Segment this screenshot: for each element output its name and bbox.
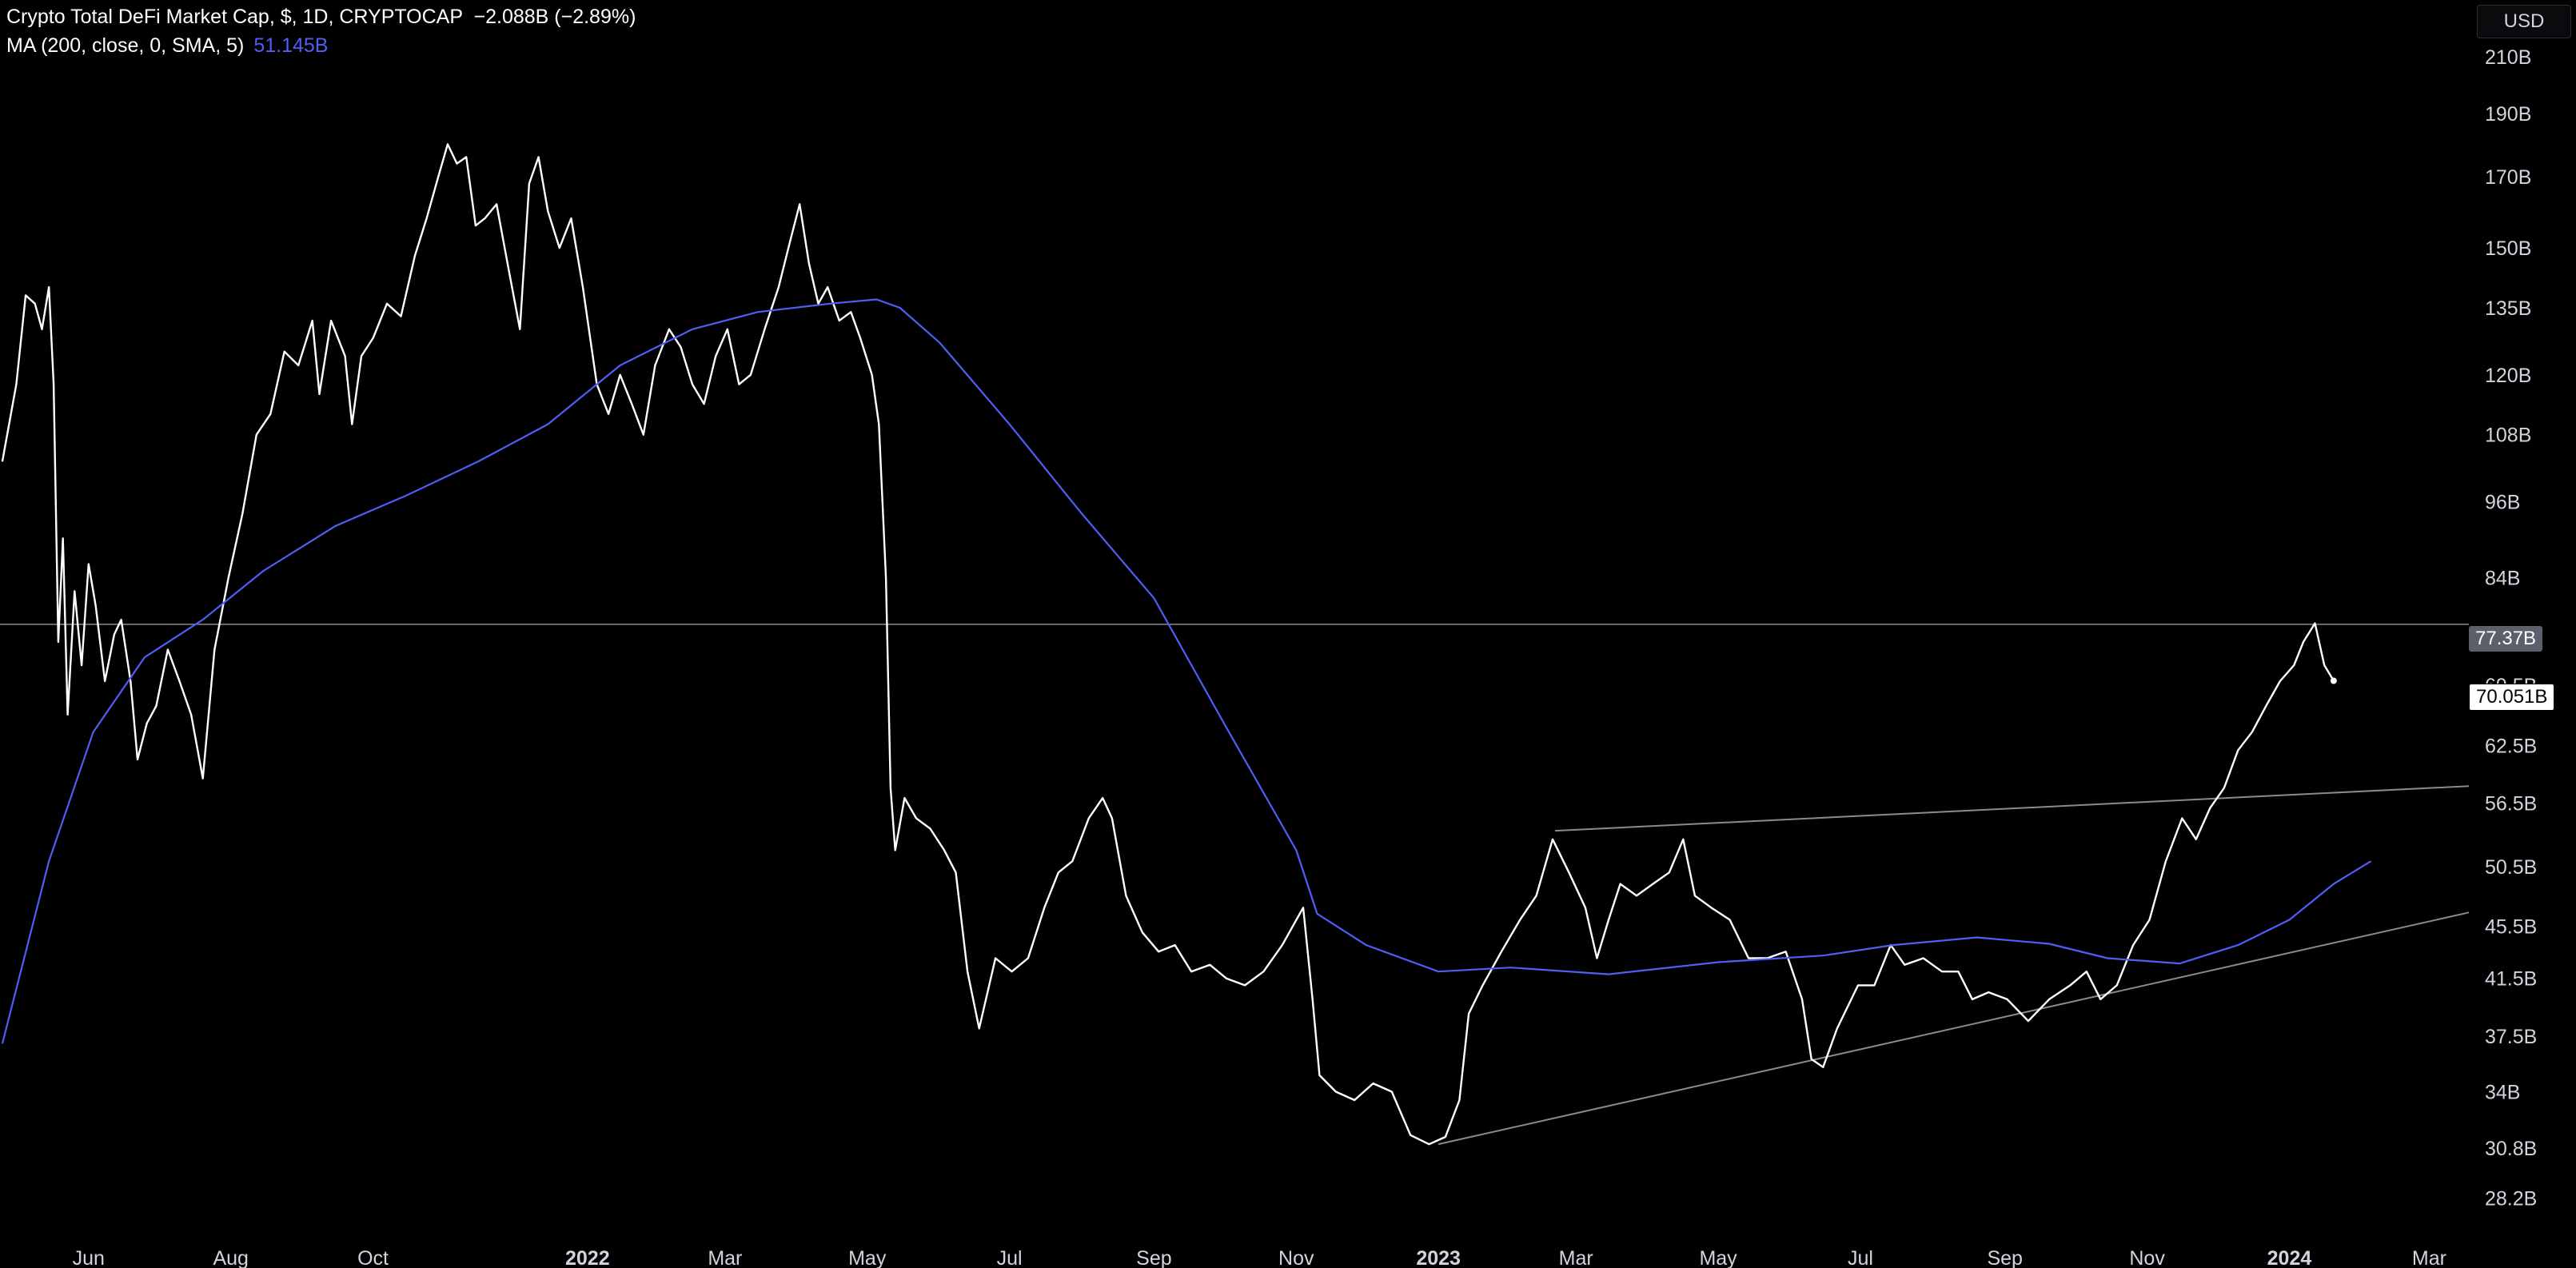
currency-button[interactable]: USD (2477, 5, 2571, 38)
y-tick-label: 62.5B (2485, 736, 2537, 758)
ma-value: 51.145B (253, 34, 329, 57)
y-tick-label: 96B (2485, 491, 2520, 513)
trendline-2[interactable] (1438, 911, 2470, 1146)
legend-ma-row[interactable]: MA (200, close, 0, SMA, 5) 51.145B (6, 34, 328, 58)
y-tick-label: 34B (2485, 1081, 2520, 1103)
x-tick-label: 2024 (2267, 1247, 2312, 1268)
trendline-1[interactable] (1554, 785, 2470, 832)
y-tick-label: 170B (2485, 166, 2531, 189)
trendline-layer (1438, 785, 2470, 1146)
x-tick-label: May (848, 1247, 887, 1268)
x-tick-label: 2022 (565, 1247, 610, 1268)
y-tick-label: 37.5B (2485, 1026, 2537, 1048)
series-layer (1, 143, 2372, 1146)
x-tick-label: Aug (213, 1247, 248, 1268)
x-tick-label: Oct (357, 1247, 389, 1268)
level-price-tag: 77.37B (2469, 626, 2543, 652)
x-tick-label: Nov (1278, 1247, 1314, 1268)
x-tick-label: Sep (1987, 1247, 2022, 1268)
last-price-dot (2330, 677, 2337, 684)
legend-change: −2.088B (−2.89%) (473, 6, 636, 28)
y-tick-label: 108B (2485, 425, 2531, 447)
x-tick-label: 2023 (1416, 1247, 1461, 1268)
y-tick-label: 84B (2485, 567, 2520, 589)
price-axis[interactable]: 210B 190B 170B 150B 135B 120B 108B 96B 84B 62.5B 5… (2485, 46, 2537, 1210)
last-price-tag: 70.051B (2469, 684, 2555, 711)
y-tick-label: 210B (2485, 46, 2531, 69)
legend-title-row: Crypto Total DeFi Market Cap, $, 1D, CRY… (6, 5, 636, 29)
y-tick-label: 30.8B (2485, 1138, 2537, 1160)
legend-title: Crypto Total DeFi Market Cap, $, 1D, CRY… (6, 6, 463, 28)
y-tick-label: 150B (2485, 237, 2531, 260)
y-tick-label: 135B (2485, 297, 2531, 320)
x-tick-label: Jul (997, 1247, 1023, 1268)
x-tick-label: Jun (73, 1247, 105, 1268)
x-tick-label: Mar (708, 1247, 742, 1268)
y-tick-label: 28.2B (2485, 1187, 2537, 1210)
y-tick-label: 190B (2485, 103, 2531, 126)
ma-series-line (1, 298, 2372, 1044)
x-tick-label: Nov (2129, 1247, 2165, 1268)
x-tick-label: May (1699, 1247, 1737, 1268)
y-tick-label: 41.5B (2485, 968, 2537, 991)
y-tick-label: 120B (2485, 365, 2531, 387)
price-series-line (1, 143, 2335, 1146)
y-tick-label: 56.5B (2485, 792, 2537, 815)
x-tick-label: Mar (2412, 1247, 2446, 1268)
time-axis[interactable]: AprJunAugOct2022MarMayJulSepNov2023MarMa… (0, 1247, 2446, 1268)
ma-label: MA (200, close, 0, SMA, 5) (6, 34, 245, 57)
x-tick-label: Jul (1848, 1247, 1873, 1268)
x-tick-label: Mar (1559, 1247, 1593, 1268)
y-tick-label: 50.5B (2485, 856, 2537, 879)
y-tick-label: 45.5B (2485, 915, 2537, 938)
x-tick-label: Sep (1136, 1247, 1171, 1268)
